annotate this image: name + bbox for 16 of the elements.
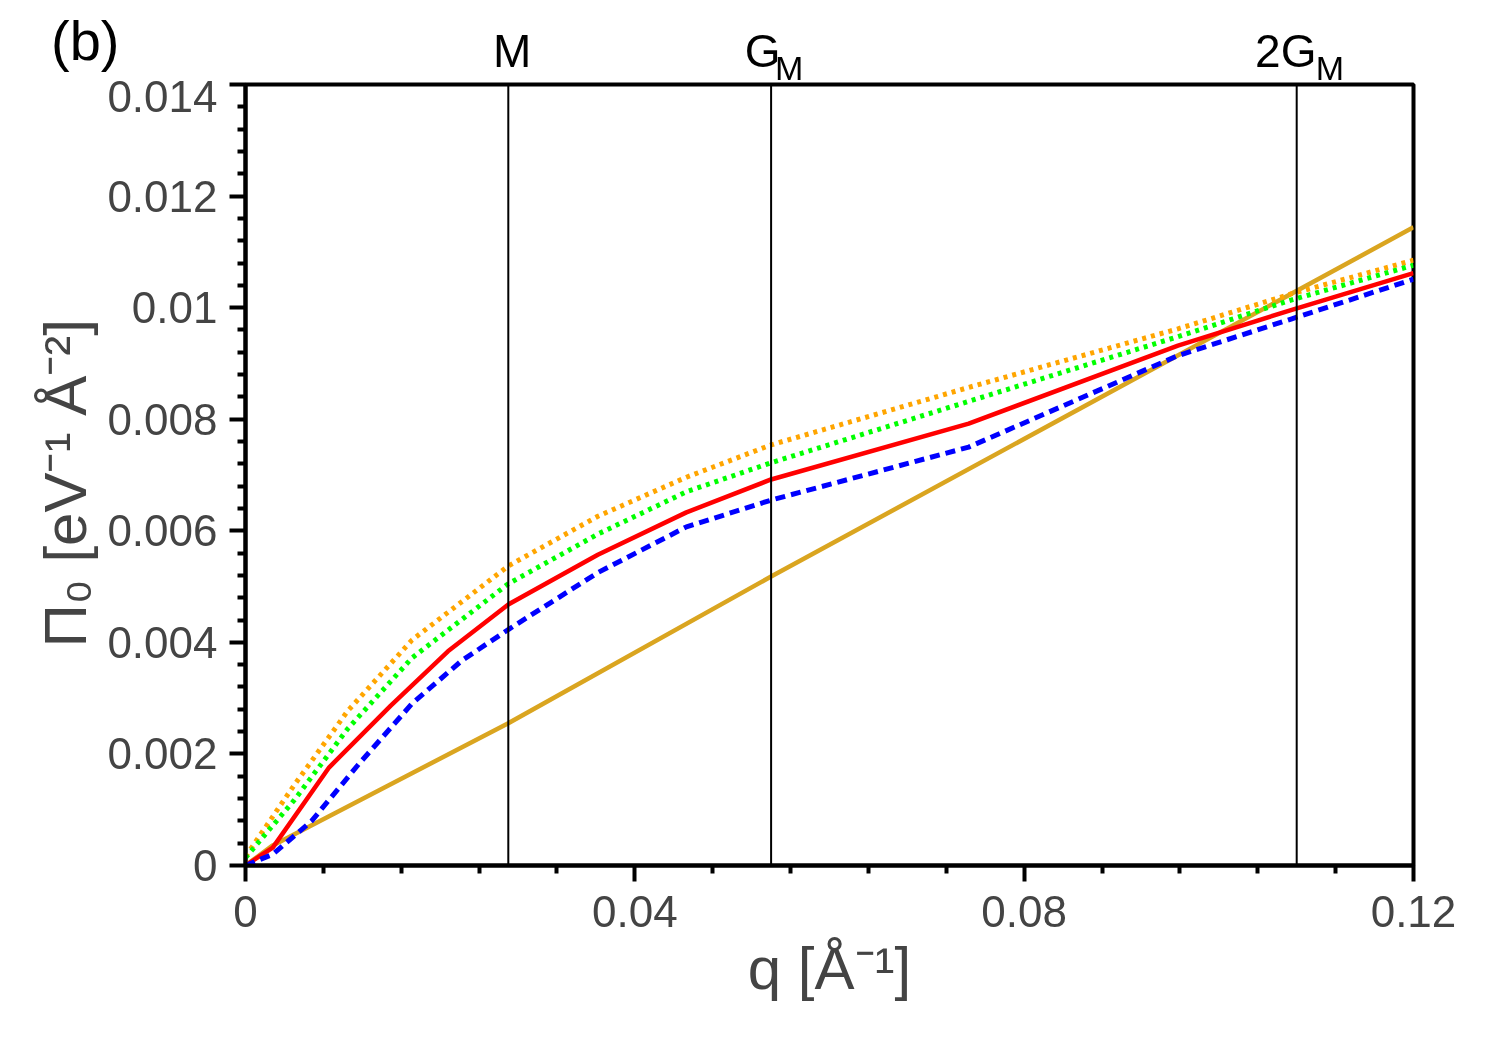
y-tick-label: 0.004 <box>107 617 218 667</box>
x-axis-title: q [Å⁻¹] <box>747 934 912 1002</box>
y-axis-title: Π₀ [eV⁻¹ Å⁻²] <box>32 319 100 648</box>
y-tick-label: 0 <box>193 841 218 890</box>
x-tick-label: 0.08 <box>981 886 1067 936</box>
y-tick-label: 0.01 <box>131 283 218 333</box>
y-tick-label: 0.008 <box>107 394 218 444</box>
ref-line-label: M <box>493 24 532 77</box>
x-tick-label: 0 <box>233 886 258 936</box>
y-tick-label: 0.014 <box>107 71 218 121</box>
y-tick-label: 0.006 <box>107 506 218 556</box>
y-tick-label: 0.012 <box>107 171 218 221</box>
x-tick-label: 0.12 <box>1370 886 1457 936</box>
text: (b) <box>51 9 120 72</box>
y-tick-label: 0.002 <box>107 729 218 779</box>
x-tick-label: 0.04 <box>592 886 678 936</box>
